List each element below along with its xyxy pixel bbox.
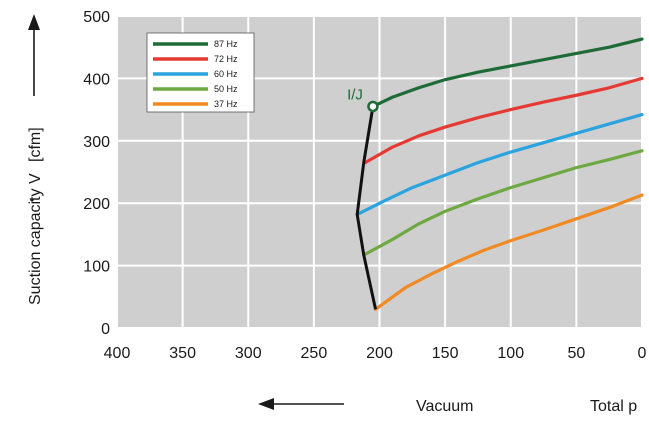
- y-axis-label-group: Suction capacity V [cfm]: [27, 14, 44, 305]
- x-axis-label-right: Total p: [590, 398, 637, 415]
- limit-curve-layer: [355, 106, 378, 310]
- y-tick-label: 200: [83, 196, 110, 213]
- x-tick-label: 350: [169, 345, 196, 362]
- legend-label: 87 Hz: [214, 39, 238, 49]
- up-arrow-icon: [28, 14, 40, 30]
- y-tick-label: 300: [83, 134, 110, 151]
- series-line-37-hz: [373, 193, 644, 311]
- x-tick-label: 150: [432, 345, 459, 362]
- annotation-layer: I/J: [347, 86, 379, 113]
- x-axis-label: Vacuum: [416, 398, 474, 415]
- y-tick-label: 400: [83, 71, 110, 88]
- legend: 87 Hz 72 Hz 60 Hz 50 Hz 37 Hz: [146, 32, 255, 113]
- x-tick-label: 200: [366, 345, 393, 362]
- legend-label: 60 Hz: [214, 69, 238, 79]
- operating-point-label: I/J: [347, 86, 363, 103]
- series-layer: [355, 37, 644, 311]
- x-tick-labels: 400 350 300 250 200 150 100 50 0: [104, 345, 647, 362]
- left-arrow-icon: [258, 398, 274, 410]
- series-line-72-hz: [363, 76, 644, 165]
- y-tick-labels: 0 100 200 300 400 500: [83, 9, 110, 338]
- y-axis-unit: [cfm]: [27, 127, 44, 162]
- series-line-60-hz: [355, 112, 644, 217]
- legend-label: 37 Hz: [214, 99, 238, 109]
- legend-label: 50 Hz: [214, 84, 238, 94]
- x-tick-label: 50: [567, 345, 585, 362]
- limit-curve: [355, 106, 378, 310]
- y-tick-label: 500: [83, 9, 110, 26]
- x-tick-label: 300: [235, 345, 262, 362]
- y-axis-label: Suction capacity V: [27, 173, 44, 305]
- x-tick-label: 250: [301, 345, 328, 362]
- legend-label: 72 Hz: [214, 54, 238, 64]
- series-line-50-hz: [362, 149, 644, 257]
- x-tick-label: 400: [104, 345, 131, 362]
- x-axis-label-group: Vacuum Total p: [258, 398, 637, 415]
- y-tick-label: 0: [101, 321, 110, 338]
- x-tick-label: 0: [638, 345, 647, 362]
- v-dot-icon: [30, 198, 34, 202]
- series-line-87-hz: [371, 37, 644, 109]
- x-tick-label: 100: [497, 345, 524, 362]
- y-tick-label: 100: [83, 259, 110, 276]
- operating-point-marker: [367, 100, 379, 113]
